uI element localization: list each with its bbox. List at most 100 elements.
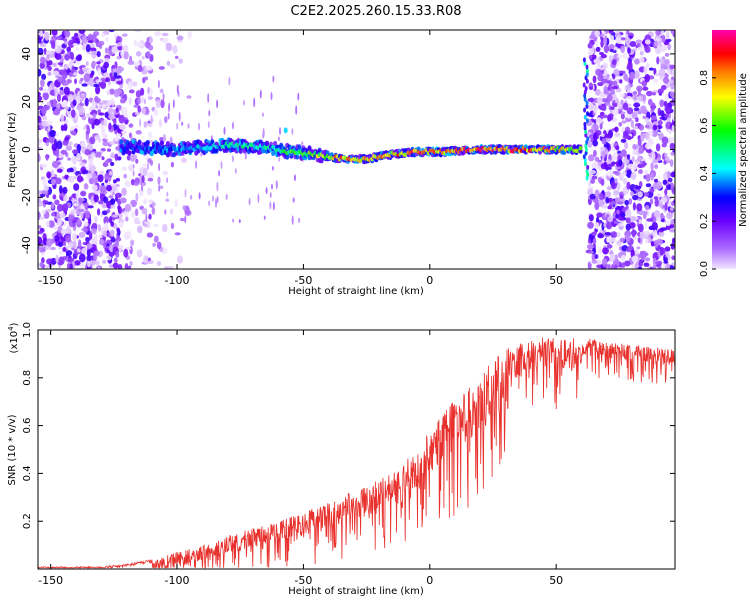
spectrogram-cell (156, 241, 162, 250)
spectrogram-cell (626, 247, 630, 253)
spectrogram-cell (591, 260, 598, 264)
spectrogram-cell (90, 260, 96, 266)
spectrogram-cell (136, 249, 143, 258)
spectrogram-cell (156, 261, 162, 266)
spectrogram-cell (626, 154, 631, 160)
spectrogram-cell (653, 196, 659, 200)
spectrogram-cell (637, 191, 643, 198)
spectrogram-cell (90, 227, 97, 235)
spectrogram-cell (594, 221, 600, 230)
spectrogram-cell (631, 255, 639, 263)
spectrogram-cell (635, 39, 643, 44)
spectrogram-cell (67, 157, 71, 161)
spectrogram-cell (69, 168, 74, 173)
spectrogram-cell (259, 89, 262, 99)
spectrogram-cell (142, 167, 148, 177)
spectrogram-cell (613, 46, 619, 51)
spectrogram-cell (146, 162, 149, 171)
spectrogram-cell (128, 96, 132, 106)
spectrogram-cell (108, 251, 115, 257)
spectrogram-cell (60, 149, 68, 155)
spectrogram-cell (652, 182, 659, 190)
spectrogram-cell (101, 100, 108, 104)
spectrogram-cell (671, 237, 675, 244)
spectrogram-cell (654, 46, 662, 55)
spectrogram-cell (597, 82, 604, 87)
spectrogram-cell (54, 40, 59, 50)
spectrogram-cell (174, 55, 179, 60)
spectrogram-cell (294, 174, 296, 182)
spectrogram-cell (591, 252, 596, 262)
spectrogram-cell (38, 106, 42, 111)
spectrogram-cell (114, 136, 120, 142)
spectrogram-cell (147, 86, 150, 94)
spectrogram-cell (68, 242, 73, 249)
spectrogram-cell (123, 173, 128, 179)
spectrogram-cell (80, 77, 84, 82)
spectrogram-cell (101, 126, 105, 135)
spectrogram-cell (594, 254, 598, 259)
spectrogram-cell (603, 88, 610, 95)
spectrogram-y-ticks: -40 -20 0 20 40 (20, 47, 675, 254)
spectrogram-cell (62, 241, 67, 247)
spectrogram-cell (632, 125, 640, 130)
spectrogram-cell (157, 79, 160, 89)
spectrogram-cell (656, 157, 662, 162)
spectrogram-cell (653, 210, 661, 218)
spectrogram-cell (612, 170, 618, 175)
spectrogram-cell (172, 44, 178, 54)
spectrogram-cell (38, 147, 43, 151)
spectrogram-cell (269, 201, 272, 210)
spectrogram-cell (587, 112, 595, 117)
spectrogram-cell (593, 59, 601, 65)
spectrogram-cell (585, 100, 589, 106)
spectrogram-cell (669, 64, 675, 70)
spectrogram-cell (652, 257, 657, 266)
spectrogram-cell (93, 83, 100, 88)
spectrogram-cell (157, 176, 161, 186)
spectrogram-cell (62, 139, 69, 146)
spectrogram-cell (649, 198, 654, 205)
spectrogram-cell (625, 216, 631, 224)
spectrogram-cell (610, 231, 618, 238)
spectrogram-cell (599, 123, 603, 130)
spectrogram-cell (65, 250, 73, 256)
spectrogram-cell (181, 121, 184, 126)
spectrogram-cell (655, 143, 661, 152)
spectrogram-cell (606, 93, 613, 103)
spectrogram-cell (38, 68, 42, 77)
spectrogram-cell (660, 44, 667, 53)
spectrogram-cell (99, 43, 103, 50)
spectrogram-cell (119, 221, 124, 228)
spectrogram-cell (582, 82, 586, 88)
spectrogram-cell (639, 230, 645, 239)
spectrogram-cell (601, 138, 607, 145)
spectrogram-cell (97, 266, 101, 269)
spectrogram-cell (71, 208, 77, 213)
spectrogram-cell (587, 197, 592, 206)
spectrogram-cell (101, 210, 108, 216)
spectrogram-cell (158, 184, 161, 192)
chart-title: C2E2.2025.260.15.33.R08 (290, 4, 461, 19)
spectrogram-cell (602, 247, 609, 255)
spectrogram-cell (617, 54, 623, 59)
snr-frame (37, 329, 676, 570)
spectrogram-cell (616, 209, 620, 215)
spectrogram-cell (38, 236, 43, 245)
spectrogram-cell (631, 111, 638, 119)
spectrogram-cell (38, 230, 43, 235)
spectrogram-cell (117, 204, 121, 211)
spectrogram-cell (298, 217, 301, 224)
spectrogram-x-label: Height of straight line (km) (288, 286, 424, 297)
spectrogram-cell (85, 44, 91, 53)
spectrogram-cell (130, 199, 138, 208)
spectrogram-cell (165, 43, 173, 52)
spectrogram-cell (52, 62, 57, 67)
spectrogram-cell (84, 201, 89, 211)
spectrogram-cell (111, 214, 119, 218)
spectrogram-cell (597, 233, 605, 239)
spectrogram-cell (641, 80, 648, 87)
spectrogram-cell (104, 172, 109, 181)
spectrogram-cell (609, 48, 614, 52)
spectrogram-cell (626, 95, 633, 100)
